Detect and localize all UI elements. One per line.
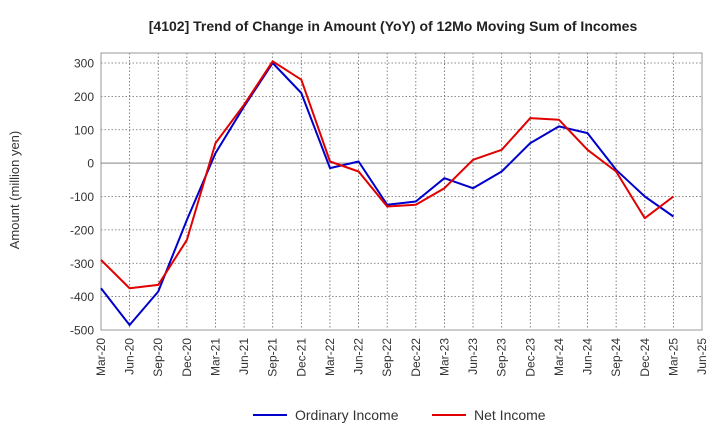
x-tick-label: Dec-20 [180,338,194,377]
x-tick-label: Sep-22 [380,338,394,377]
y-axis-label: Amount (million yen) [7,131,22,250]
y-tick-label: -200 [70,223,94,237]
y-tick-label: 200 [74,90,94,104]
y-tick-label: -100 [70,190,94,204]
x-tick-label: Jun-20 [123,338,137,375]
chart-title: [4102] Trend of Change in Amount (YoY) o… [149,18,638,34]
y-tick-label: -400 [70,290,94,304]
x-tick-label: Mar-20 [94,338,108,376]
x-tick-label: Mar-24 [552,338,566,376]
legend-label: Ordinary Income [295,407,399,423]
series-line-ordinary-income [100,62,674,326]
x-tick-label: Mar-22 [323,338,337,376]
x-tick-label: Jun-25 [695,338,709,375]
x-tick-label: Sep-21 [266,338,280,377]
y-tick-label: -500 [70,324,94,338]
x-tick-label: Sep-20 [151,338,165,377]
series-lines [100,60,675,326]
y-tick-label: 300 [74,57,94,71]
y-tick-label: 100 [74,123,94,137]
legend: Ordinary Income Net Income [253,407,546,423]
x-tick-label: Jun-21 [237,338,251,375]
plot-frame [100,52,703,331]
y-tick-label: -300 [70,257,94,271]
x-tick-label: Jun-22 [352,338,366,375]
x-tick-label: Dec-22 [409,338,423,377]
series-line-net-income [100,60,675,290]
x-tick-label: Jun-23 [466,338,480,375]
x-tick-label: Mar-25 [666,338,680,376]
x-tick-label: Jun-24 [581,338,595,375]
x-tick-label: Sep-23 [495,338,509,377]
axes: Mar-20 Jun-20 Sep-20 Dec-20 Mar-21 Jun-21 Sep-… [70,52,709,377]
x-tick-label: Dec-24 [638,338,652,377]
y-tick-label: 0 [87,157,94,171]
x-tick-label: Dec-23 [523,338,537,377]
grid-lines [100,53,703,331]
legend-label: Net Income [474,407,546,423]
x-tick-label: Mar-21 [208,338,222,376]
x-tick-label: Mar-23 [437,338,451,376]
x-tick-label: Dec-21 [294,338,308,377]
x-tick-label: Sep-24 [609,338,623,377]
